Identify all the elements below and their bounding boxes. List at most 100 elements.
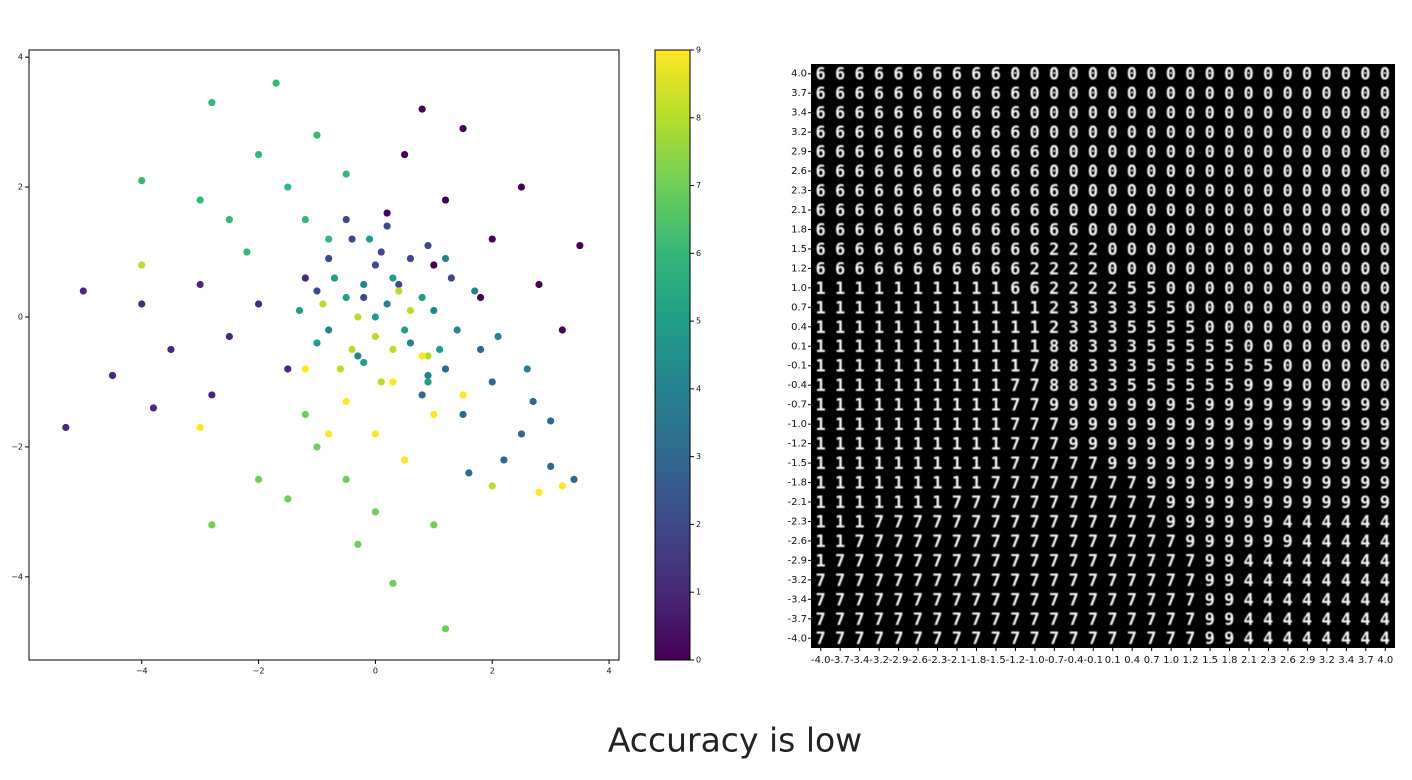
point — [401, 150, 409, 159]
point — [547, 417, 555, 425]
point — [254, 475, 263, 484]
x-tick-label: -0.7 — [1045, 655, 1065, 666]
x-tick-label: -1.5 — [986, 655, 1006, 666]
x-tick-label: 0.4 — [1124, 655, 1140, 666]
x-tick-label: 3.4 — [1338, 655, 1354, 666]
point — [330, 274, 339, 282]
y-tick-label: −4 — [11, 572, 23, 581]
y-tick-label: -2.9 — [787, 555, 807, 566]
point — [494, 332, 502, 341]
x-tick-label: -1.0 — [1025, 655, 1045, 666]
y-tick-label: 2.6 — [791, 166, 807, 177]
point — [424, 241, 432, 250]
y-tick-label: 3.7 — [791, 88, 807, 99]
y-tick-label: 3.2 — [791, 127, 807, 138]
caption: Accuracy is low — [608, 721, 862, 760]
colorbar-tick-label: 7 — [696, 181, 701, 190]
x-tick-label: -0.1 — [1084, 655, 1104, 666]
point — [441, 625, 450, 633]
y-tick-label: 4.0 — [791, 69, 807, 80]
y-tick-label: -1.8 — [787, 478, 807, 489]
y-tick-label: -3.2 — [787, 575, 807, 586]
point — [547, 462, 555, 471]
colorbar-tick-label: 8 — [696, 113, 701, 122]
y-tick-label: -0.7 — [787, 400, 807, 411]
point — [383, 300, 391, 308]
y-tick-label: -1.0 — [787, 419, 807, 430]
point — [418, 293, 426, 302]
point — [459, 125, 467, 133]
point — [149, 404, 158, 412]
decoded-grid: 6666666666000000000000000000006666666666… — [787, 64, 1395, 666]
point — [336, 365, 344, 373]
point — [447, 274, 455, 282]
point — [488, 378, 496, 386]
point — [138, 261, 146, 269]
point — [389, 345, 397, 354]
point — [383, 222, 391, 230]
y-tick-label: -0.1 — [787, 361, 807, 372]
colorbar-tick-label: 0 — [696, 656, 701, 665]
colorbar-tick-label: 2 — [696, 520, 701, 529]
point — [108, 371, 117, 380]
point — [488, 235, 496, 243]
point — [401, 456, 409, 464]
point — [424, 371, 432, 380]
x-tick-label: -3.4 — [850, 655, 870, 666]
point — [430, 410, 438, 419]
point — [301, 410, 309, 419]
x-tick-label: 4 — [607, 667, 612, 676]
colorbar-tick-label: 9 — [696, 46, 701, 55]
point — [558, 326, 566, 334]
point — [325, 254, 333, 263]
y-tick-label: 3.4 — [791, 108, 807, 119]
y-tick-label: 1.0 — [791, 283, 807, 294]
point — [225, 332, 233, 341]
y-tick-label: 0 — [18, 312, 23, 321]
colorbar-tick-label: 4 — [696, 384, 701, 393]
point — [424, 378, 432, 386]
point — [325, 326, 333, 334]
point — [517, 430, 526, 438]
point — [208, 391, 216, 399]
point — [418, 105, 426, 113]
point — [208, 521, 216, 529]
point — [313, 443, 321, 451]
x-tick-label: −4 — [136, 667, 148, 676]
point — [389, 378, 397, 386]
point — [523, 365, 531, 373]
point — [441, 196, 450, 204]
x-tick-label: 3.2 — [1319, 655, 1335, 666]
x-tick-label: 2.6 — [1280, 655, 1296, 666]
point — [319, 300, 327, 308]
point — [406, 306, 415, 315]
point — [225, 215, 233, 224]
point — [436, 345, 444, 354]
point — [389, 579, 397, 587]
x-tick-label: -4.0 — [811, 655, 831, 666]
y-tick-label: -1.5 — [787, 458, 807, 469]
point — [465, 469, 473, 477]
x-tick-label: 2 — [490, 667, 495, 676]
x-tick-label: 1.0 — [1163, 655, 1179, 666]
y-tick-label: 0.4 — [791, 322, 807, 333]
x-tick-label: 1.8 — [1222, 655, 1238, 666]
point — [371, 332, 380, 341]
y-tick-label: -2.6 — [787, 536, 807, 547]
colorbar-tick-label: 3 — [696, 452, 701, 461]
point — [389, 274, 397, 282]
colorbar-tick-label: 6 — [696, 249, 701, 258]
y-tick-label: -2.1 — [787, 497, 807, 508]
point — [354, 313, 362, 321]
point — [576, 241, 584, 250]
point — [295, 306, 304, 315]
point — [208, 99, 216, 107]
x-tick-label: -2.6 — [908, 655, 928, 666]
point — [325, 235, 333, 243]
x-tick-label: -3.2 — [869, 655, 889, 666]
y-tick-label: -2.3 — [787, 516, 807, 527]
point — [558, 482, 566, 490]
point — [62, 423, 70, 432]
point — [196, 423, 204, 432]
